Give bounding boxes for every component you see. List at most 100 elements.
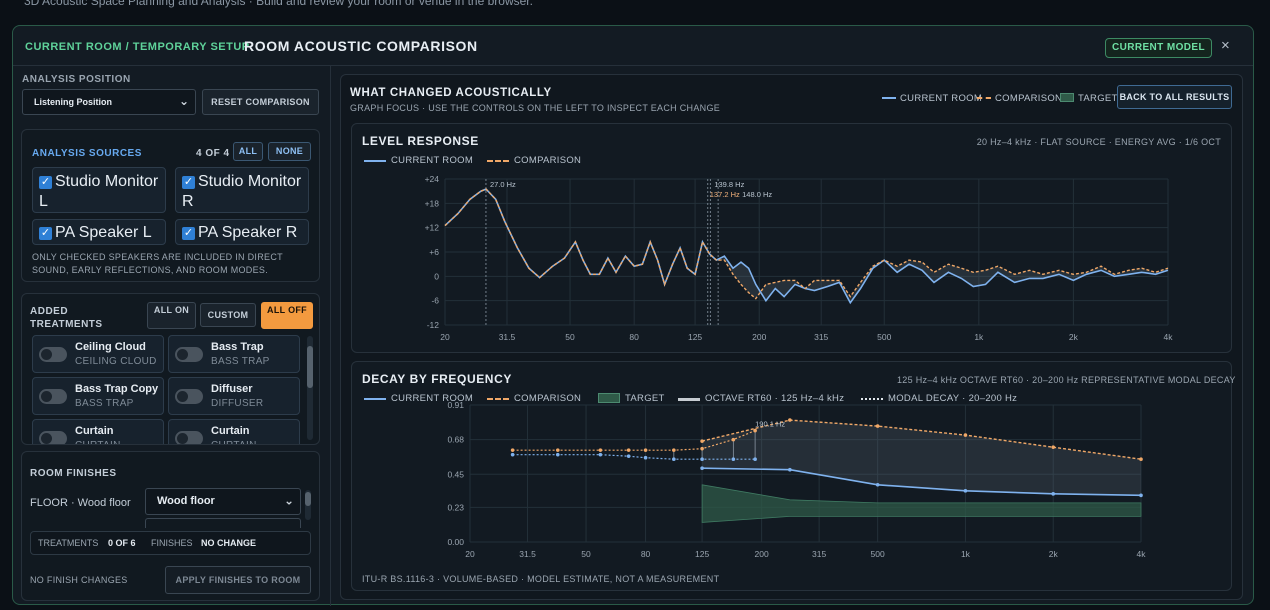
toggle-switch[interactable]: [175, 389, 203, 404]
source-studio-monitor-r[interactable]: ✓ Studio Monitor R: [175, 167, 309, 213]
legend-comparison-swatch: [977, 97, 991, 99]
checkbox-icon[interactable]: ✓: [39, 176, 52, 189]
difference-area: [445, 189, 1168, 303]
apply-finishes-button[interactable]: APPLY FINISHES TO ROOM: [165, 566, 311, 594]
frequency-marker-label: 148.0 Hz: [742, 190, 772, 199]
y-tick-label: +6: [429, 247, 439, 257]
octave-current-point: [963, 489, 968, 493]
y-tick-label: 0: [434, 271, 439, 281]
modal-current-point: [700, 457, 704, 461]
source-pa-speaker-r[interactable]: ✓ PA Speaker R: [175, 219, 309, 245]
x-tick-label: 50: [565, 332, 575, 342]
toggle-switch[interactable]: [39, 389, 67, 404]
floor-select[interactable]: Wood floor ⌄: [145, 488, 301, 515]
legend-current: CURRENT ROOM: [900, 93, 983, 104]
column-divider: [330, 66, 331, 606]
custom-button[interactable]: CUSTOM: [200, 303, 256, 327]
x-tick-label: 4k: [1164, 332, 1174, 342]
level-response-chart: 20 31.5 50 80 125 200 315 500 1k 2k 4k +24 +18 +12 +6 0…: [425, 174, 1174, 342]
modal-title: ROOM ACOUSTIC COMPARISON: [244, 38, 478, 54]
room-finishes-panel: ROOM FINISHES FLOOR · Wood floor Wood fl…: [21, 451, 320, 601]
all-on-button[interactable]: ALL ON: [147, 302, 196, 329]
y-tick-label: +24: [425, 174, 440, 184]
octave-comparison-point: [1139, 457, 1143, 461]
lr-legend-comparison: COMPARISON: [514, 155, 582, 166]
treatments-scrollbar[interactable]: [307, 336, 313, 440]
octave-comparison-point: [1051, 445, 1056, 449]
x-tick-label: 4k: [1137, 549, 1147, 559]
x-tick-label: 200: [752, 332, 766, 342]
y-tick-label: +12: [425, 223, 440, 233]
octave-current-point: [1051, 492, 1056, 496]
summary-bar: TREATMENTS 0 OF 6 FINISHES NO CHANGE: [30, 531, 311, 555]
x-tick-label: 1k: [974, 332, 984, 342]
modal-current-point: [643, 455, 648, 460]
decay-legend-target-swatch: [598, 393, 620, 403]
modal-header: CURRENT ROOM / TEMPORARY SETUP ROOM ACOU…: [13, 26, 1253, 66]
source-studio-monitor-l[interactable]: ✓ Studio Monitor L: [32, 167, 166, 213]
treatment-card[interactable]: Bass Trap BASS TRAP: [168, 335, 300, 373]
source-label: PA Speaker L: [55, 224, 152, 241]
modal-current-point: [510, 452, 515, 457]
treatments-label: ADDED TREATMENTS: [30, 306, 103, 330]
all-off-button[interactable]: ALL OFF: [261, 302, 313, 329]
analysis-position-value: Listening Position: [34, 97, 112, 107]
toggle-switch[interactable]: [175, 431, 203, 444]
toggle-switch[interactable]: [175, 347, 203, 362]
analysis-position-select[interactable]: Listening Position ⌄: [22, 89, 196, 115]
toggle-switch[interactable]: [39, 347, 67, 362]
octave-comparison-point: [700, 439, 704, 443]
sources-none-button[interactable]: NONE: [268, 142, 311, 161]
close-icon[interactable]: ×: [1221, 37, 1230, 54]
target-band: [701, 484, 1142, 523]
no-finish-changes: NO FINISH CHANGES: [30, 575, 128, 585]
decay-legend-target: TARGET: [625, 393, 665, 404]
treatment-card[interactable]: Diffuser DIFFUSER: [168, 377, 300, 415]
toggle-switch[interactable]: [39, 431, 67, 444]
page-tagline: 3D Acoustic Space Planning and Analysis …: [24, 0, 533, 8]
analysis-sources-label: ANALYSIS SOURCES: [32, 148, 142, 159]
x-tick-label: 125: [695, 549, 709, 559]
analysis-position-label: ANALYSIS POSITION: [22, 74, 131, 85]
checkbox-icon[interactable]: ✓: [182, 227, 195, 240]
finishes-scrollbar[interactable]: [305, 490, 311, 520]
x-tick-label: 2k: [1069, 332, 1079, 342]
y-tick-label: 0.68: [447, 435, 464, 445]
source-pa-speaker-l[interactable]: ✓ PA Speaker L: [32, 219, 166, 245]
finishes-summary-value: NO CHANGE: [201, 538, 257, 548]
comparison-line: [444, 188, 1169, 300]
floor-label: FLOOR · Wood floor: [30, 497, 131, 509]
comparison-modal: CURRENT ROOM / TEMPORARY SETUP ROOM ACOU…: [12, 25, 1254, 606]
decay-subtitle: 125 Hz–4 kHz OCTAVE RT60 · 20–200 Hz REP…: [897, 375, 1236, 385]
checkbox-icon[interactable]: ✓: [39, 227, 52, 240]
back-to-all-results-button[interactable]: BACK TO ALL RESULTS: [1117, 85, 1232, 109]
treatment-name: Curtain: [211, 425, 250, 437]
decay-legend-modal: MODAL DECAY · 20–200 Hz: [888, 393, 1018, 404]
next-finish-select[interactable]: [145, 518, 301, 528]
frequency-marker-label: 137.2 Hz: [710, 190, 740, 199]
frequency-marker-label: 27.0 Hz: [490, 180, 516, 189]
modal-current-point: [753, 457, 757, 461]
modal-current-point: [626, 454, 631, 458]
treatment-card[interactable]: Curtain CURTAIN: [32, 419, 164, 444]
treatment-card[interactable]: Curtain CURTAIN: [168, 419, 300, 444]
y-tick-label: 0.45: [447, 469, 464, 479]
octave-current-point: [1139, 493, 1143, 498]
treatment-card[interactable]: Ceiling Cloud CEILING CLOUD: [32, 335, 164, 373]
sources-all-button[interactable]: ALL: [233, 142, 263, 161]
checkbox-icon[interactable]: ✓: [182, 176, 195, 189]
finishes-summary-label: FINISHES: [151, 538, 193, 548]
reset-comparison-button[interactable]: RESET COMPARISON: [202, 89, 319, 115]
current-model-badge[interactable]: CURRENT MODEL: [1105, 38, 1212, 58]
x-tick-label: 315: [814, 332, 828, 342]
y-tick-label: 0.91: [447, 400, 464, 410]
y-tick-label: -12: [427, 320, 440, 330]
x-tick-label: 80: [641, 549, 651, 559]
treatments-summary-value: 0 OF 6: [108, 538, 136, 548]
modal-comparison-point: [700, 446, 704, 451]
treatment-card[interactable]: Bass Trap Copy BASS TRAP: [32, 377, 164, 415]
decay-legend-comparison-swatch: [487, 398, 509, 400]
octave-current-line: [702, 467, 1142, 497]
octave-current-point: [875, 482, 880, 487]
y-tick-label: 0.23: [447, 502, 464, 512]
